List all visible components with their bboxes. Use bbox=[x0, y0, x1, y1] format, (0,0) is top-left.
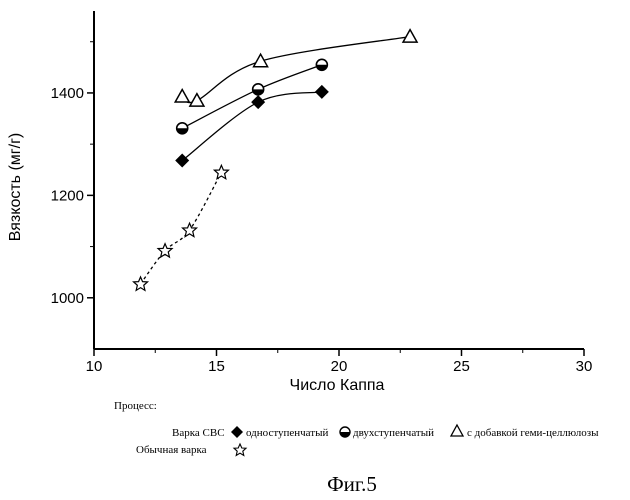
data-point-triangle-open bbox=[173, 87, 191, 103]
ticks: 10 15 20 25 30 1000 1200 1400 bbox=[51, 41, 593, 375]
x-tick-label: 20 bbox=[331, 358, 348, 375]
legend-group-regular: Обычная варка bbox=[136, 444, 207, 456]
legend-marker-circle bbox=[339, 426, 351, 438]
data-point-circle-half bbox=[251, 83, 265, 96]
x-tick-label: 10 bbox=[86, 358, 103, 375]
data-point-circle-half bbox=[175, 121, 189, 135]
data-point-triangle-open bbox=[401, 28, 419, 43]
x-tick-label: 15 bbox=[208, 358, 225, 375]
plot-area bbox=[132, 28, 419, 292]
y-tick-label: 1200 bbox=[51, 187, 84, 204]
data-point-star-open bbox=[156, 242, 174, 259]
series-triangle-open bbox=[173, 28, 419, 107]
data-point-diamond bbox=[314, 84, 329, 99]
data-point-diamond bbox=[251, 95, 266, 110]
legend-marker-star bbox=[232, 442, 248, 457]
y-tick-label: 1400 bbox=[51, 85, 84, 102]
data-point-triangle-open bbox=[252, 52, 269, 68]
data-point-circle-half bbox=[315, 58, 329, 72]
data-point-star-open bbox=[212, 163, 230, 180]
y-axis-title: Вязкость (мг/г) bbox=[7, 133, 24, 241]
legend-entry-hemicellulose: с добавкой геми-целлюлозы bbox=[467, 427, 599, 439]
y-tick-label: 1000 bbox=[51, 290, 84, 307]
data-point-star-open bbox=[132, 275, 150, 292]
data-point-triangle-open bbox=[188, 92, 206, 107]
legend-group-svs: Варка СВС bbox=[172, 427, 225, 439]
series-diamond bbox=[175, 84, 329, 168]
legend-title: Процесс: bbox=[114, 400, 157, 412]
x-tick-label: 25 bbox=[453, 358, 470, 375]
x-axis-title: Число Каппа bbox=[290, 377, 385, 394]
x-tick-label: 30 bbox=[576, 358, 593, 375]
series-line bbox=[140, 172, 222, 285]
legend-marker-triangle bbox=[449, 423, 465, 437]
axes bbox=[93, 11, 584, 350]
legend-entry-two-stage: двухступенчатый bbox=[353, 427, 434, 439]
legend: Процесс: Варка СВС Обычная варка односту… bbox=[114, 400, 599, 457]
legend-marker-diamond bbox=[231, 426, 243, 438]
series-circle-half bbox=[175, 58, 329, 135]
figure-caption: Фиг.5 bbox=[327, 472, 377, 496]
data-point-star-open bbox=[181, 221, 199, 238]
data-point-diamond bbox=[175, 153, 190, 168]
series-star-open bbox=[132, 163, 230, 292]
legend-entry-one-stage: одноступенчатый bbox=[246, 427, 328, 439]
